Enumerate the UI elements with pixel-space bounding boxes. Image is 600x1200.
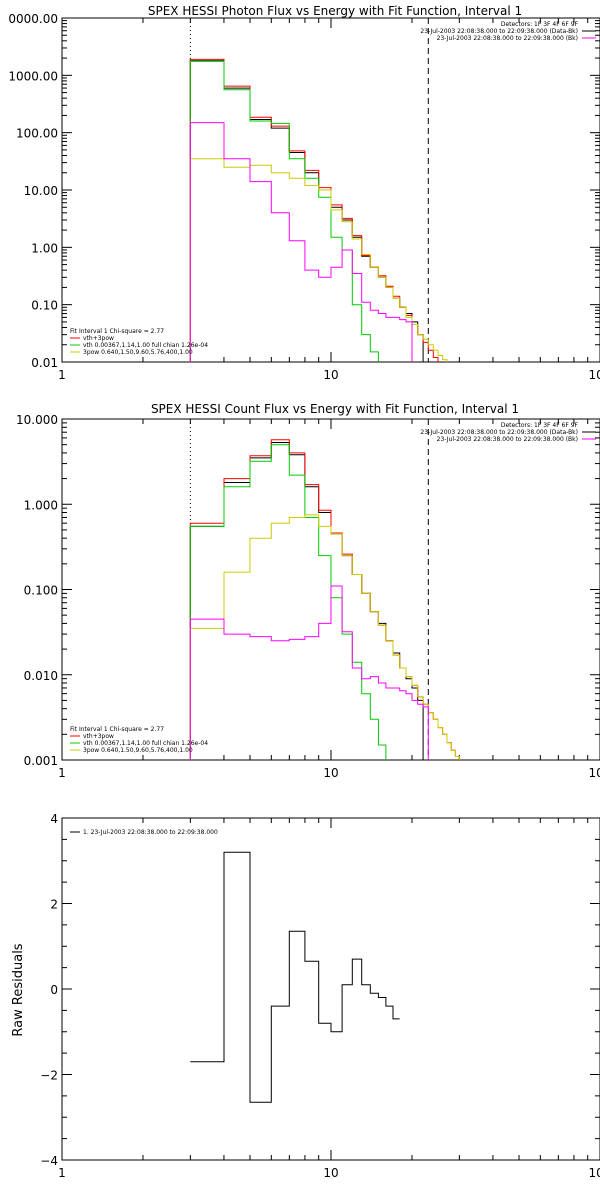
series-3pow bbox=[189, 158, 448, 362]
x-tick-label: 100 bbox=[589, 1166, 600, 1180]
fit-legend-text: vth 0.00367,1.14,1.00 full chian 1.26e-0… bbox=[83, 342, 208, 349]
y-tick-label: 0.100 bbox=[24, 584, 58, 598]
fit-legend-text: vth 0.00367,1.14,1.00 full chian 1.26e-0… bbox=[83, 740, 208, 747]
count-flux-panel: SPEX HESSI Count Flux vs Energy with Fit… bbox=[16, 402, 600, 780]
y-tick-label: 100.00 bbox=[16, 127, 58, 141]
fit-legend-text: 3pow 0.640,1.50,9.60,5.76,400,1.00 bbox=[83, 349, 193, 356]
y-tick-label: 2 bbox=[50, 898, 58, 912]
y-tick-label: −4 bbox=[40, 1154, 58, 1168]
series-bk bbox=[189, 122, 413, 362]
residuals-series bbox=[190, 851, 400, 1103]
photon-chart-title: SPEX HESSI Photon Flux vs Energy with Fi… bbox=[148, 4, 522, 18]
fit-legend-text: Fit Interval 1 Chi-square = 2.77 bbox=[70, 328, 164, 335]
header-text: 23-Jul-2003 22:08:38.000 to 22:09:38.000… bbox=[437, 436, 578, 443]
residuals-panel: Raw Residuals 1 10 100 4 2 0 −2 −4 1. 23-Jul-200… bbox=[11, 812, 600, 1180]
y-tick-label: 0000.00 bbox=[8, 12, 58, 26]
series-3pow bbox=[189, 514, 460, 760]
x-tick-label: 1 bbox=[58, 766, 66, 780]
residuals-y-axis-label: Raw Residuals bbox=[11, 943, 26, 1036]
y-tick-label: 0.01 bbox=[31, 356, 58, 370]
y-tick-label: 10.00 bbox=[24, 184, 58, 198]
series-vth-3pow bbox=[189, 439, 460, 760]
count-chart-title: SPEX HESSI Count Flux vs Energy with Fit… bbox=[151, 402, 519, 416]
y-tick-label: 0 bbox=[50, 983, 58, 997]
legend-text: 1. 23-Jul-2003 22:08:38.000 to 22:09:38.… bbox=[83, 829, 218, 836]
x-tick-label: 1 bbox=[58, 1166, 66, 1180]
series-data-bk bbox=[189, 60, 424, 362]
y-tick-label: 10.000 bbox=[16, 413, 58, 427]
y-tick-label: 1.00 bbox=[31, 241, 58, 255]
header-text: 23-Jul-2003 22:08:38.000 to 22:09:38.000… bbox=[420, 28, 578, 35]
x-tick-label: 1 bbox=[58, 368, 66, 382]
header-text: 23-Jul-2003 22:08:38.000 to 22:09:38.000… bbox=[420, 429, 578, 436]
header-text: 23-Jul-2003 22:08:38.000 to 22:09:38.000… bbox=[437, 35, 578, 42]
fit-legend-text: Fit Interval 1 Chi-square = 2.77 bbox=[70, 726, 164, 733]
photon-flux-panel: SPEX HESSI Photon Flux vs Energy with Fi… bbox=[8, 4, 600, 382]
series-vth bbox=[189, 444, 387, 760]
series-vth bbox=[189, 60, 379, 362]
y-tick-label: 0.001 bbox=[24, 754, 58, 768]
y-tick-label: 4 bbox=[50, 812, 58, 826]
y-tick-label: 1.000 bbox=[24, 498, 58, 512]
series-data-bk bbox=[189, 442, 424, 760]
x-tick-label: 100 bbox=[589, 766, 600, 780]
x-tick-label: 10 bbox=[323, 368, 338, 382]
fit-legend-text: vth+3pow bbox=[83, 335, 114, 342]
header-text: Detectors: 1F 3F 4F 6F 9F bbox=[501, 422, 579, 429]
y-tick-label: −2 bbox=[40, 1069, 58, 1083]
fit-legend-text: 3pow 0.640,1.50,9.60,5.76,400,1.00 bbox=[83, 747, 193, 754]
plot-frame bbox=[61, 817, 600, 1161]
x-tick-label: 10 bbox=[323, 1166, 338, 1180]
y-tick-label: 1000.00 bbox=[8, 69, 58, 83]
x-tick-label: 10 bbox=[323, 766, 338, 780]
series-bk bbox=[189, 585, 429, 760]
y-tick-label: 0.10 bbox=[31, 299, 58, 313]
header-text: Detectors: 1F 3F 4F 6F 9F bbox=[501, 21, 579, 28]
y-tick-label: 0.010 bbox=[24, 669, 58, 683]
series-vth-3pow bbox=[189, 58, 439, 362]
x-tick-label: 100 bbox=[589, 368, 600, 382]
fit-legend-text: vth+3pow bbox=[83, 733, 114, 740]
